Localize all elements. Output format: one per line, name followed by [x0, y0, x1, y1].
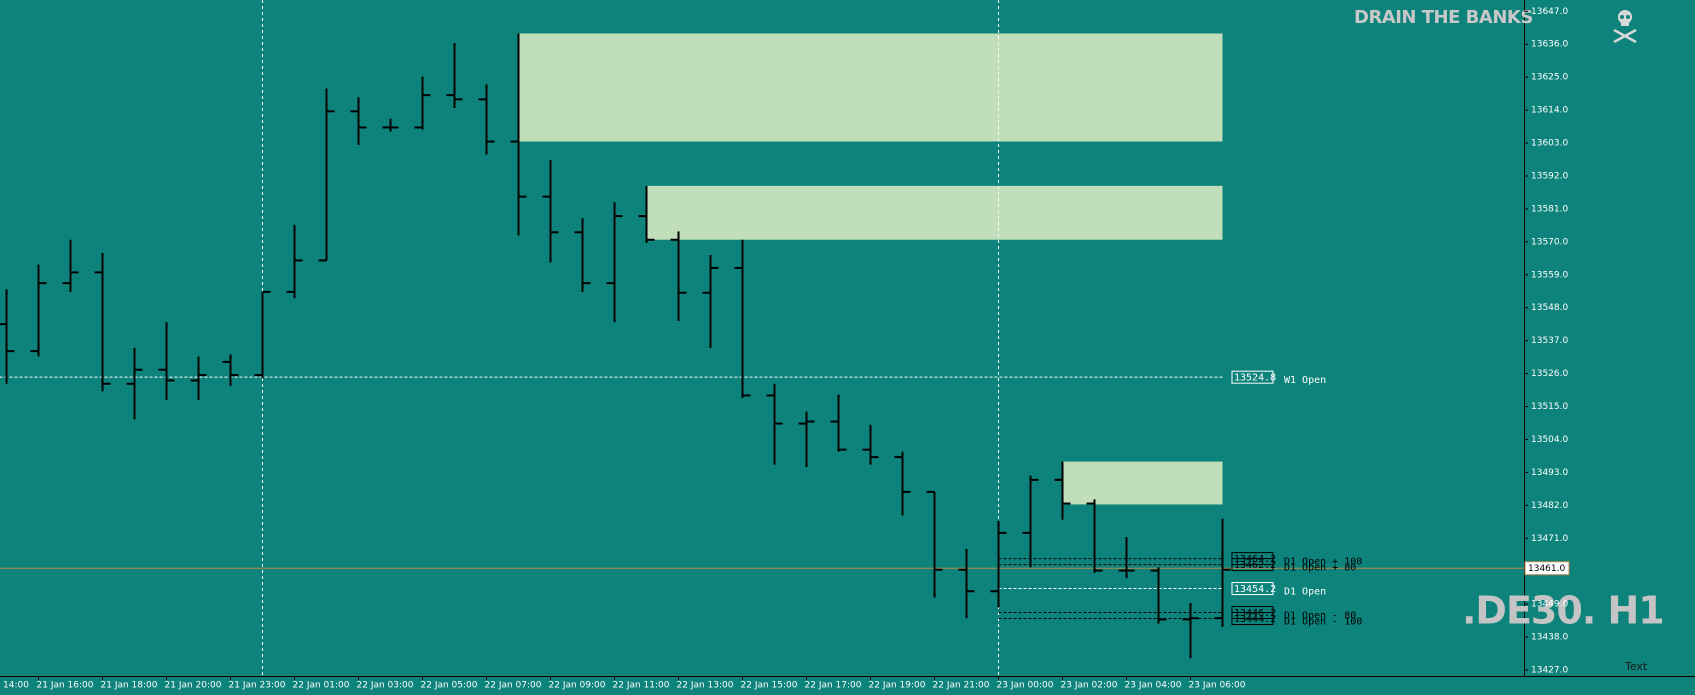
x-tick-label: 23 Jan 04:00: [1125, 681, 1182, 691]
x-tick-label: 22 Jan 07:00: [485, 681, 542, 691]
y-tick-label: 13515.0: [1531, 402, 1568, 412]
level-price-box: [1231, 558, 1274, 572]
level-price-label: 13444.2: [1234, 614, 1276, 625]
x-tick-label: 22 Jan 01:00: [293, 681, 350, 691]
x-tick-label: 22 Jan 21:00: [933, 681, 990, 691]
y-tick-label: 13449.0: [1531, 600, 1568, 610]
level-price-label: 13446.2: [1234, 608, 1276, 619]
y-tick-label: 13603.0: [1531, 139, 1568, 149]
level-price-label: 13524.8: [1234, 373, 1276, 384]
x-tick-label: 22 Jan 11:00: [613, 681, 670, 691]
y-tick-label: 13471.0: [1531, 534, 1568, 544]
x-tick-label: 22 Jan 09:00: [549, 681, 606, 691]
y-tick-label: 13482.0: [1531, 501, 1568, 511]
skull-icon: [1613, 10, 1637, 44]
y-tick-label: 13427.0: [1531, 666, 1568, 676]
level-name: D1 Open + 100: [1284, 557, 1362, 568]
x-tick-label: 22 Jan 15:00: [741, 681, 798, 691]
x-tick-label: 23 Jan 02:00: [1061, 681, 1118, 691]
level-price-box: [1231, 370, 1274, 384]
level-name: D1 Open - 100: [1284, 617, 1362, 628]
supply-zone: [646, 185, 1223, 240]
level-name: W1 Open: [1284, 375, 1326, 386]
x-tick-label: 23 Jan 00:00: [997, 681, 1054, 691]
x-tick-label: 21 Jan 18:00: [101, 681, 158, 691]
level-name: D1 Open + 80: [1284, 563, 1356, 574]
y-tick-label: 13559.0: [1531, 270, 1568, 280]
x-tick-label: 14:00: [3, 681, 29, 691]
level-price-label: 13462.2: [1234, 560, 1276, 571]
x-tick-label: 22 Jan 13:00: [677, 681, 734, 691]
y-tick-label: 13438.0: [1531, 633, 1568, 643]
corner-text: Text: [1624, 660, 1648, 673]
x-tick-label: 22 Jan 05:00: [421, 681, 478, 691]
level-name: D1 Open - 80: [1284, 611, 1356, 622]
y-tick-label: 13548.0: [1531, 303, 1568, 313]
supply-zone: [518, 33, 1223, 142]
y-tick-label: 13570.0: [1531, 237, 1568, 247]
y-tick-label: 13504.0: [1531, 435, 1568, 445]
y-tick-label: 13614.0: [1531, 106, 1568, 116]
current-price-label: 13461.0: [1528, 564, 1565, 574]
y-tick-label: 13647.0: [1531, 7, 1568, 17]
y-tick-label: 13636.0: [1531, 40, 1568, 50]
level-price-box: [1231, 612, 1274, 626]
level-name: D1 Open: [1284, 587, 1326, 598]
x-tick-label: 22 Jan 19:00: [869, 681, 926, 691]
x-tick-label: 21 Jan 16:00: [37, 681, 94, 691]
y-tick-label: 13625.0: [1531, 73, 1568, 83]
x-tick-label: 22 Jan 17:00: [805, 681, 862, 691]
level-price-label: 13464.2: [1234, 554, 1276, 565]
x-tick-label: 22 Jan 03:00: [357, 681, 414, 691]
y-tick-label: 13493.0: [1531, 468, 1568, 478]
symbol-watermark: .DE30. H1: [1462, 589, 1664, 633]
y-tick-label: 13581.0: [1531, 204, 1568, 214]
level-price-box: [1231, 582, 1274, 596]
plot-area: 13524.8 W1 Open 13464.2 D1 Open + 100 13462.…: [0, 0, 1524, 676]
y-tick-label: 13592.0: [1531, 171, 1568, 181]
level-price-label: 13454.2: [1234, 584, 1276, 595]
y-tick-label: 13526.0: [1531, 369, 1568, 379]
x-tick-label: 21 Jan 20:00: [165, 681, 222, 691]
x-tick-label: 23 Jan 06:00: [1189, 681, 1246, 691]
current-price-box: [1524, 561, 1570, 576]
brand-text: DRAIN THE BANKS: [1354, 7, 1533, 28]
y-tick-label: 13537.0: [1531, 336, 1568, 346]
supply-zone: [1062, 461, 1223, 505]
x-tick-label: 21 Jan 23:00: [229, 681, 286, 691]
